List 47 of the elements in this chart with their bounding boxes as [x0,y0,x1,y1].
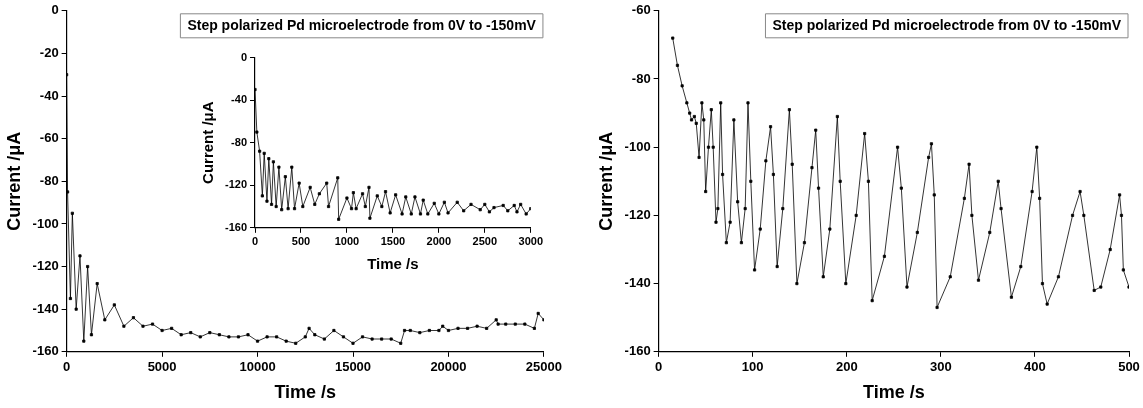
annotation: Step polarized Pd microelectrode from 0V to -150mV [772,16,1122,33]
y-tick-label: -60 [39,130,59,146]
y-tick-label: -80 [39,172,59,188]
x-axis-title: Time /s [367,255,419,273]
x-tick-label: 5000 [147,359,177,375]
y-tick-label: -140 [624,275,651,291]
x-tick-label: 500 [291,235,311,248]
x-tick-label: 25000 [525,359,562,375]
x-tick-label: 10000 [239,359,276,375]
y-tick-label: -120 [624,206,651,222]
x-axis-title: Time /s [274,382,337,403]
y-axis-title: Current /μA [595,131,616,231]
y-tick-label: -80 [631,70,651,86]
x-tick-label: 15000 [334,359,372,375]
y-tick-label: -120 [224,178,248,191]
x-tick-label: 1000 [334,235,360,248]
y-tick-label: 0 [51,2,59,18]
x-tick-label: 2000 [426,235,452,248]
y-tick-label: -160 [224,220,248,233]
x-tick-label: 200 [835,359,858,375]
y-tick-label: 0 [240,50,248,63]
x-axis-title: Time /s [862,382,925,403]
y-axis-title: Current /μA [3,131,24,231]
y-tick-label: -20 [39,45,59,60]
y-tick-label: -40 [39,87,59,103]
y-tick-label: -80 [231,135,248,148]
y-tick-label: -60 [631,2,651,18]
x-tick-label: 3000 [518,235,544,248]
y-tick-label: -140 [32,300,59,316]
x-tick-label: 0 [655,359,663,375]
y-tick-label: -160 [32,343,59,359]
x-tick-label: 100 [741,359,764,375]
x-tick-label: 1500 [380,235,406,248]
x-tick-label: 400 [1024,359,1046,375]
y-tick-label: -120 [32,258,59,274]
x-tick-label: 0 [63,359,71,375]
y-axis-title: Current /μA [199,101,217,184]
y-tick-label: -100 [624,138,651,154]
x-tick-label: 300 [930,359,952,375]
y-tick-label: -40 [231,93,248,106]
y-tick-label: -100 [32,215,59,231]
x-tick-label: 2500 [472,235,498,248]
annotation: Step polarized Pd microelectrode from 0V to -150mV [187,16,537,33]
x-tick-label: 0 [251,235,259,248]
x-tick-label: 20000 [430,359,467,375]
y-tick-label: -160 [624,343,651,359]
x-tick-label: 500 [1118,359,1140,375]
